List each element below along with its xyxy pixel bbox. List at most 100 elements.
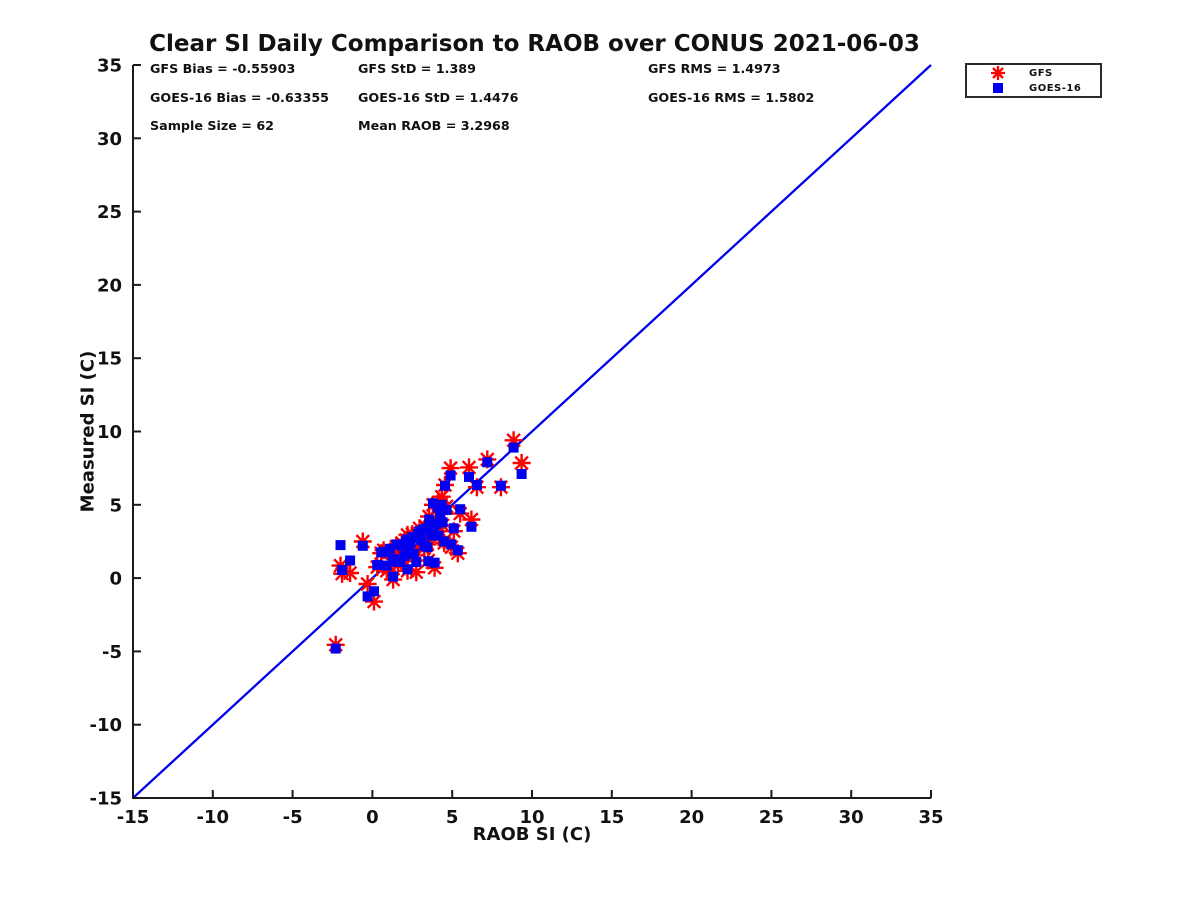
x-tick-label: 35	[918, 807, 943, 828]
goes-point	[405, 537, 416, 548]
asterisk-icon	[991, 66, 1005, 80]
goes-point	[448, 523, 459, 534]
goes-point	[381, 560, 392, 571]
legend-marker-goes	[967, 81, 1029, 95]
goes-point	[422, 542, 433, 553]
legend-label-gfs: GFS	[1029, 67, 1053, 79]
stat-gfs-bias: GFS Bias = -0.55903	[150, 61, 296, 76]
goes-point	[445, 470, 456, 481]
gfs-point	[407, 563, 426, 582]
goes-point	[471, 480, 482, 490]
x-tick-label: 20	[679, 807, 704, 828]
gfs-point	[377, 561, 396, 580]
x-tick-label: 10	[519, 807, 544, 828]
y-tick-label: 35	[97, 56, 122, 77]
goes-points	[330, 442, 527, 654]
y-tick-label: 20	[97, 275, 122, 296]
identity-line	[132, 64, 932, 799]
y-tick-label: 5	[109, 495, 122, 516]
gfs-point	[504, 431, 523, 450]
goes-point	[330, 643, 341, 654]
goes-point	[436, 499, 447, 510]
goes-point	[416, 535, 427, 545]
goes-point	[385, 543, 395, 554]
goes-point	[429, 557, 440, 568]
goes-point	[433, 530, 444, 541]
x-tick-label: -15	[117, 807, 150, 828]
stat-sample-size: Sample Size = 62	[150, 118, 274, 133]
goes-point	[441, 504, 452, 515]
stat-gfs-rms: GFS RMS = 1.4973	[648, 61, 781, 76]
goes-point	[337, 565, 348, 575]
gfs-point	[460, 458, 478, 477]
goes-point	[426, 530, 437, 541]
y-axis-ticks: -15 -10 -5 0 5 10 15 20 25 30 35	[89, 56, 141, 810]
goes-point	[420, 523, 431, 534]
stat-goes-bias: GOES-16 Bias = -0.63355	[150, 90, 329, 105]
goes-point	[345, 555, 356, 566]
goes-point	[399, 551, 410, 562]
y-tick-label: 25	[97, 202, 122, 223]
legend: GFS GOES-16	[965, 63, 1102, 98]
goes-point	[439, 536, 450, 547]
goes-point	[388, 571, 399, 582]
gfs-point	[441, 459, 460, 478]
stat-mean-raob: Mean RAOB = 3.2968	[358, 118, 510, 133]
y-tick-label: 10	[97, 422, 122, 443]
goes-point	[408, 548, 419, 559]
goes-point	[424, 514, 435, 525]
legend-entry-goes: GOES-16	[967, 81, 1100, 96]
goes-point	[495, 480, 506, 491]
goes-point	[455, 504, 466, 515]
goes-point	[431, 518, 442, 529]
x-tick-label: 0	[366, 807, 379, 828]
y-tick-label: -15	[89, 789, 122, 810]
goes-point	[362, 591, 373, 602]
goes-point	[508, 442, 519, 453]
x-axis-ticks: -15 -10 -5 0 5 10 15 20 25 30 35	[117, 790, 944, 828]
goes-point	[437, 517, 448, 528]
gfs-point	[365, 592, 383, 611]
goes-point	[335, 540, 346, 551]
goes-point	[464, 471, 474, 482]
goes-point	[516, 469, 527, 479]
goes-point	[452, 545, 463, 556]
y-tick-label: 15	[97, 349, 122, 370]
y-tick-label: -10	[89, 715, 122, 736]
goes-point	[482, 457, 493, 468]
x-tick-label: -5	[283, 807, 303, 828]
y-tick-label: -5	[102, 642, 122, 663]
x-tick-label: 25	[759, 807, 784, 828]
goes-point	[357, 540, 368, 551]
square-icon	[993, 83, 1003, 93]
stat-goes-std: GOES-16 StD = 1.4476	[358, 90, 519, 105]
goes-point	[466, 521, 477, 532]
goes-point	[423, 556, 434, 567]
goes-point	[404, 543, 415, 553]
goes-point	[378, 546, 389, 557]
gfs-point	[432, 487, 451, 506]
y-axis-label: Measured SI (C)	[77, 350, 99, 513]
chart-title: Clear SI Daily Comparison to RAOB over C…	[149, 31, 920, 57]
gfs-point	[358, 575, 377, 593]
gfs-point	[425, 558, 444, 577]
goes-point	[402, 564, 413, 575]
gfs-point	[512, 454, 531, 472]
goes-point	[391, 539, 402, 550]
x-tick-label: -10	[197, 807, 230, 828]
x-axis-label: RAOB SI (C)	[472, 824, 592, 845]
y-tick-label: 30	[97, 129, 122, 150]
goes-point	[372, 559, 383, 570]
x-tick-label: 30	[839, 807, 864, 828]
x-tick-label: 5	[446, 807, 459, 828]
x-tick-label: 15	[599, 807, 624, 828]
goes-point	[435, 510, 446, 521]
legend-entry-gfs: GFS	[967, 66, 1100, 81]
goes-point	[407, 532, 418, 543]
goes-point	[369, 586, 379, 597]
stat-goes-rms: GOES-16 RMS = 1.5802	[648, 90, 815, 105]
goes-point	[411, 557, 422, 567]
goes-point	[446, 539, 457, 550]
y-tick-label: 0	[109, 569, 122, 590]
